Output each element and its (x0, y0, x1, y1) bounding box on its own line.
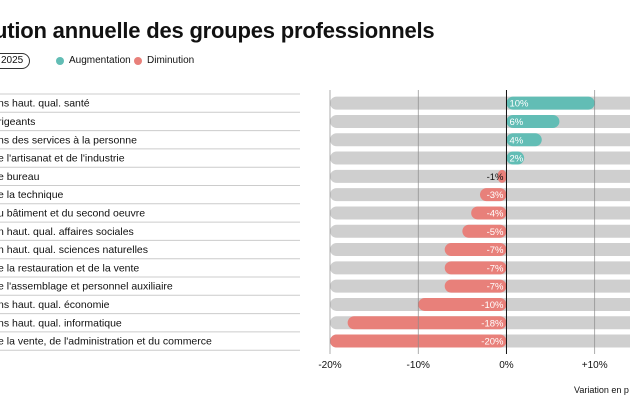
data-label: -10% (481, 300, 504, 311)
category-label: e l'assemblage et personnel auxiliaire (0, 281, 173, 293)
data-label: -7% (487, 245, 504, 256)
x-tick-label: -20% (318, 360, 341, 371)
data-bar (506, 114, 560, 128)
axis-note: Variation en p (574, 385, 629, 395)
category-label: ns haut. qual. santé (0, 98, 90, 110)
category-label: rigeants (0, 116, 35, 128)
data-bar (497, 169, 507, 183)
data-label: -20% (481, 337, 504, 348)
category-label: ns haut. qual. informatique (0, 317, 122, 329)
category-label: n haut. qual. affaires sociales (0, 226, 134, 238)
bar-track (330, 114, 630, 128)
category-label: n haut. qual. sciences naturelles (0, 244, 148, 256)
data-bar (506, 151, 525, 165)
category-label: e la restauration et de la vente (0, 262, 139, 274)
data-bar (444, 243, 507, 257)
legend-item-augmentation: Augmentation (56, 55, 131, 66)
legend-item-diminution: Diminution (134, 55, 194, 66)
x-tick-label: +10% (582, 360, 608, 371)
data-label: -18% (481, 318, 504, 329)
category-label: u bâtiment et du second oeuvre (0, 207, 145, 219)
data-label: -5% (487, 227, 504, 238)
x-tick-label: -10% (407, 360, 430, 371)
year-filter-pill[interactable]: 2025 (0, 53, 31, 69)
category-label: e la technique (0, 189, 64, 201)
data-bar (444, 279, 507, 293)
data-label: -7% (487, 282, 504, 293)
bar-track (330, 151, 630, 165)
legend-label-augmentation: Augmentation (69, 55, 131, 66)
bar-track (330, 169, 630, 183)
legend-dot-diminution (134, 56, 142, 65)
bar-track (330, 133, 630, 147)
category-label: ns des services à la personne (0, 134, 137, 146)
data-label: 6% (509, 117, 523, 128)
chart-title: ution annuelle des groupes professionnel… (0, 18, 435, 43)
data-bar (480, 188, 507, 202)
legend-dot-augmentation (56, 56, 64, 65)
data-label: 4% (509, 135, 523, 146)
data-label: -7% (487, 263, 504, 274)
data-label: 10% (509, 99, 529, 110)
category-label: e l'artisanat et de l'industrie (0, 153, 125, 165)
legend-label-diminution: Diminution (147, 55, 195, 66)
category-label: ns haut. qual. économie (0, 299, 110, 311)
category-label: e la vente, de l'administration et du co… (0, 336, 212, 348)
data-bar (347, 316, 507, 330)
x-tick-label: 0% (499, 360, 514, 371)
data-bar (471, 206, 507, 220)
data-bar (506, 96, 595, 110)
data-bar (462, 224, 507, 238)
data-label: -4% (487, 208, 504, 219)
data-bar (506, 133, 542, 147)
data-bar (444, 261, 507, 275)
data-label: -3% (487, 190, 504, 201)
data-label: -1% (487, 172, 504, 183)
category-label: e bureau (0, 171, 40, 183)
data-bar (418, 297, 507, 311)
data-label: 2% (509, 154, 523, 165)
